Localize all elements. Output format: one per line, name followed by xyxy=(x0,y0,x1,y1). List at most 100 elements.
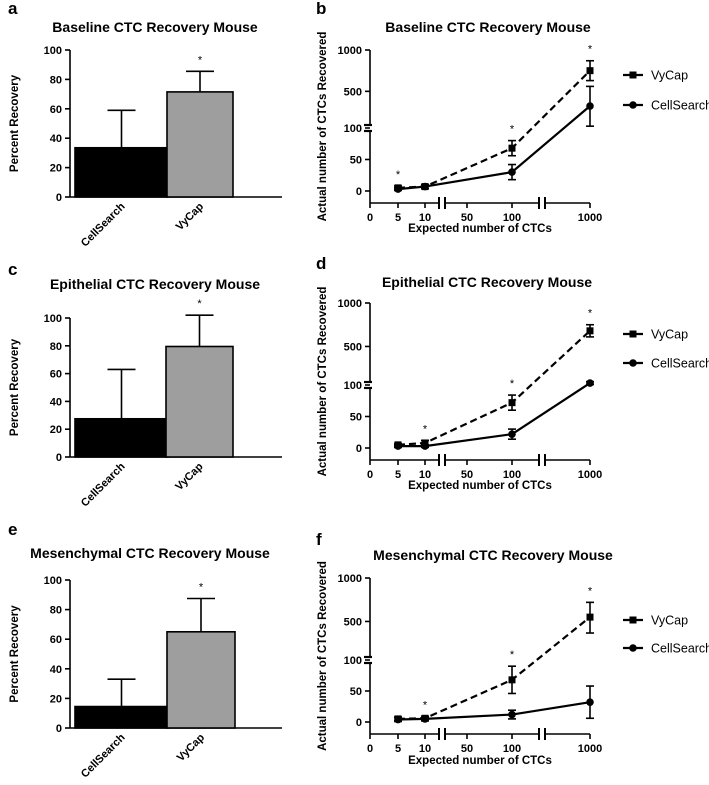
data-point-vycap xyxy=(508,676,516,684)
data-point-cellsearch xyxy=(586,379,594,387)
legend-marker-circle xyxy=(629,644,637,652)
y-tick-label: 100 xyxy=(344,380,362,392)
x-tick-label: 100 xyxy=(503,743,521,755)
y-tick-label: 80 xyxy=(50,605,62,617)
axis-break-gap xyxy=(439,728,446,740)
data-point-cellsearch xyxy=(394,442,402,450)
data-point-vycap xyxy=(586,327,594,335)
x-tick-label: 1000 xyxy=(578,212,602,224)
x-axis-label: Expected number of CTCs xyxy=(408,755,552,767)
y-axis-label: Percent Recovery xyxy=(9,605,21,703)
axis-break-gap xyxy=(539,728,546,740)
data-point-cellsearch xyxy=(508,710,516,719)
significance-marker: * xyxy=(396,169,401,181)
panel-letter: f xyxy=(316,530,322,549)
bar xyxy=(74,417,169,458)
x-tick-label: 50 xyxy=(461,469,473,481)
x-tick-label: 1000 xyxy=(578,743,602,755)
significance-marker: * xyxy=(197,298,202,310)
bar xyxy=(74,146,169,198)
y-tick-label: 0 xyxy=(56,452,62,464)
x-tick-label: 100 xyxy=(503,212,521,224)
y-tick-label: 50 xyxy=(350,412,362,424)
y-tick-label: 0 xyxy=(356,717,362,729)
chart-title: Epithelial CTC Recovery Mouse xyxy=(50,276,260,292)
x-tick-label: CellSearch xyxy=(79,200,128,249)
axis-break-gap xyxy=(439,197,446,209)
significance-marker: * xyxy=(199,582,204,594)
chart-title: Mesenchymal CTC Recovery Mouse xyxy=(30,545,270,561)
x-tick-label: 10 xyxy=(419,212,431,224)
y-axis-label: Actual number of CTCs Recovered xyxy=(317,561,329,751)
y-tick-label: 40 xyxy=(50,664,62,676)
data-point-vycap xyxy=(586,67,594,75)
legend-label: VyCap xyxy=(651,328,688,342)
y-tick-label: 100 xyxy=(44,313,62,325)
x-tick-label: 10 xyxy=(419,743,431,755)
x-tick-label: 0 xyxy=(367,212,373,224)
y-tick-label: 500 xyxy=(344,341,362,353)
y-tick-label: 20 xyxy=(50,693,62,705)
y-tick-label: 80 xyxy=(50,74,62,86)
x-tick-label: 5 xyxy=(395,212,401,224)
series-line-vycap xyxy=(397,330,591,446)
y-tick-label: 1000 xyxy=(338,298,362,310)
y-tick-label: 100 xyxy=(44,575,62,587)
y-tick-label: 50 xyxy=(350,155,362,167)
significance-marker: * xyxy=(588,308,593,320)
bar xyxy=(74,705,169,729)
y-axis-label: Actual number of CTCs Recovered xyxy=(317,32,329,222)
x-axis-label: Expected number of CTCs xyxy=(408,223,552,235)
data-point-cellsearch xyxy=(421,715,429,723)
significance-marker: * xyxy=(510,378,515,390)
legend-label: CellSearch xyxy=(651,99,709,113)
y-tick-label: 80 xyxy=(50,341,62,353)
x-tick-label: CellSearch xyxy=(79,460,128,509)
y-tick-label: 20 xyxy=(50,163,62,175)
x-tick-label: 50 xyxy=(461,743,473,755)
bar xyxy=(166,91,234,198)
y-tick-label: 0 xyxy=(356,443,362,455)
significance-marker: * xyxy=(423,699,428,711)
legend-label: CellSearch xyxy=(651,357,709,371)
panel-letter: e xyxy=(8,520,17,539)
significance-marker: * xyxy=(588,585,593,597)
data-point-cellsearch xyxy=(508,168,516,176)
data-point-vycap xyxy=(586,613,594,621)
bar xyxy=(166,630,236,729)
data-point-cellsearch xyxy=(586,102,594,110)
significance-marker: * xyxy=(588,44,593,56)
panel-letter: a xyxy=(8,0,18,18)
y-tick-label: 100 xyxy=(44,45,62,57)
data-point-cellsearch xyxy=(394,715,402,724)
y-tick-label: 50 xyxy=(350,686,362,698)
data-point-cellsearch xyxy=(421,182,429,191)
y-tick-label: 60 xyxy=(50,104,62,116)
panel-letter: d xyxy=(316,254,326,273)
data-point-cellsearch xyxy=(508,430,516,438)
x-tick-label: VyCap xyxy=(174,200,207,233)
y-axis-label: Actual number of CTCs Recovered xyxy=(317,287,329,477)
legend-label: VyCap xyxy=(651,69,688,83)
y-tick-label: 40 xyxy=(50,133,62,145)
chart-title: Mesenchymal CTC Recovery Mouse xyxy=(373,547,613,563)
significance-marker: * xyxy=(510,649,515,661)
y-tick-label: 500 xyxy=(344,86,362,98)
x-tick-label: 0 xyxy=(367,743,373,755)
chart-title: Baseline CTC Recovery Mouse xyxy=(52,19,258,35)
significance-marker: * xyxy=(423,423,428,435)
legend-marker-square xyxy=(629,330,637,338)
legend-marker-square xyxy=(629,616,637,624)
series-line-cellsearch xyxy=(398,382,591,448)
x-tick-label: 0 xyxy=(367,469,373,481)
x-tick-label: 50 xyxy=(461,212,473,224)
data-point-cellsearch xyxy=(394,185,402,193)
x-tick-label: 5 xyxy=(395,743,401,755)
legend-marker-circle xyxy=(629,359,637,367)
y-tick-label: 500 xyxy=(344,616,362,628)
x-tick-label: CellSearch xyxy=(79,731,128,780)
y-tick-label: 0 xyxy=(56,723,62,735)
chart-title: Epithelial CTC Recovery Mouse xyxy=(382,274,592,290)
significance-marker: * xyxy=(510,124,515,136)
